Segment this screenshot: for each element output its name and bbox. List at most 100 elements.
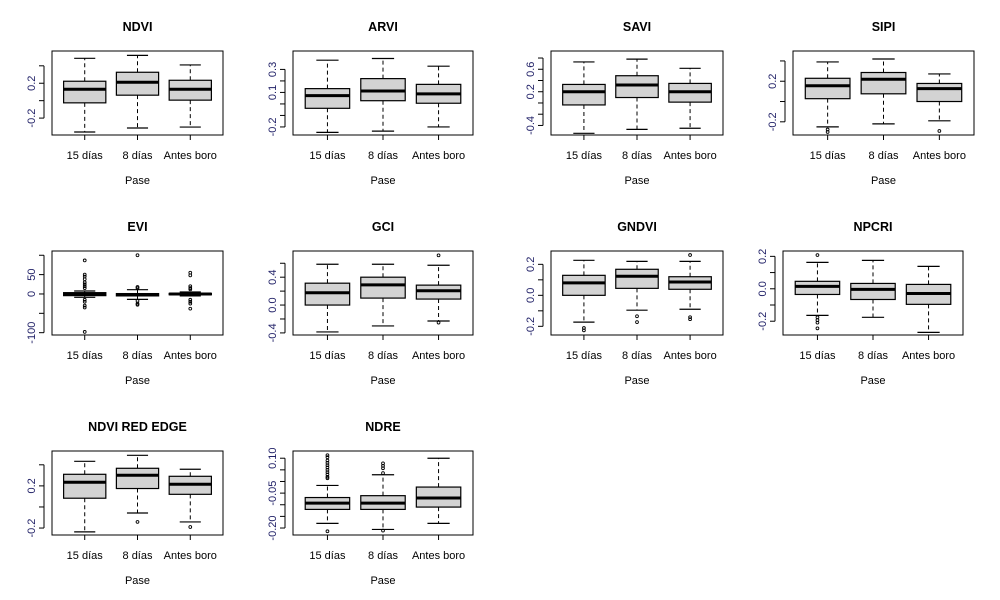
outlier-point: [82, 272, 87, 277]
x-axis-label: Pase: [125, 375, 150, 387]
y-tick-label: 0.0: [757, 281, 769, 296]
y-tick-label: 0.2: [26, 76, 38, 91]
x-tick-label: 8 días: [123, 150, 153, 162]
panel-title: SIPI: [872, 20, 896, 34]
box-3: [415, 457, 462, 524]
plot-frame: [292, 50, 474, 136]
panel-sipi: SIPI 15 días 8 días Antes boro 0.2 -0.2 Pase: [767, 20, 975, 187]
x-tick-label: 8 días: [622, 350, 652, 362]
y-tick-label: -0.20: [267, 515, 279, 540]
outlier-point: [135, 286, 140, 291]
box-3: [415, 65, 462, 128]
outlier-point: [381, 528, 385, 533]
x-tick-label: 15 días: [810, 150, 847, 162]
y-tick-label: 0.4: [267, 270, 279, 285]
outlier-point: [325, 470, 330, 475]
panel-ndre: NDRE 15 días 8 días Antes boro 0.10 -0.05 -0.2…: [267, 420, 474, 587]
plot-frame: [550, 250, 724, 336]
outlier-point: [82, 258, 87, 263]
outlier-point: [188, 297, 193, 302]
outlier-point: [825, 130, 830, 134]
outlier-point: [325, 453, 330, 458]
panel-title: GCI: [372, 220, 394, 234]
outlier-point: [188, 306, 193, 311]
panel-savi: SAVI 15 días 8 días Antes boro 0.6 0.2 -0.4 Pas…: [525, 20, 724, 187]
panel-npcri: NPCRI 15 días 8 días Antes boro 0.2 0.0 -0.2 Pa…: [757, 220, 964, 387]
x-tick-label: 8 días: [869, 150, 899, 162]
outlier-point: [135, 520, 140, 524]
outlier-point: [82, 284, 87, 289]
x-tick-label: 15 días: [67, 550, 104, 562]
y-tick-label: 0: [26, 291, 38, 297]
outlier-point: [688, 315, 692, 320]
box-3: [168, 270, 212, 311]
outlier-point: [135, 302, 140, 307]
y-tick-label: 0.0: [267, 297, 279, 312]
y-tick-label: -0.2: [26, 519, 38, 538]
outlier-point: [82, 330, 87, 334]
y-tick-label: 0.10: [267, 448, 279, 469]
panel-title: ARVI: [368, 20, 398, 34]
box-1: [562, 61, 606, 134]
box-1: [794, 253, 841, 331]
box-iqr: [860, 71, 907, 95]
outlier-point: [82, 303, 87, 308]
x-tick-label: 15 días: [566, 150, 603, 162]
box-1: [304, 453, 351, 534]
box-3: [668, 253, 712, 322]
outlier-point: [381, 464, 385, 468]
outlier-point: [937, 129, 942, 133]
plot-frame: [292, 450, 474, 536]
box-2: [115, 253, 160, 307]
outlier-point: [188, 273, 193, 278]
outlier-point: [188, 301, 193, 306]
y-tick-label: 0.2: [767, 74, 779, 89]
panel-title: SAVI: [623, 20, 651, 34]
box-3: [415, 253, 462, 325]
outlier-point: [325, 455, 330, 460]
box-1: [562, 259, 606, 333]
plot-frame: [51, 450, 224, 536]
outlier-point: [325, 461, 330, 465]
x-tick-label: Antes boro: [412, 350, 465, 362]
x-tick-label: 15 días: [67, 350, 104, 362]
outlier-point: [82, 305, 87, 310]
outlier-point: [688, 253, 692, 257]
x-axis-label: Pase: [860, 375, 885, 387]
outlier-point: [325, 465, 330, 470]
panel-title: NDRE: [365, 420, 400, 434]
box-iqr: [615, 268, 659, 289]
x-tick-label: Antes boro: [663, 150, 716, 162]
x-axis-label: Pase: [624, 175, 649, 187]
x-tick-label: Antes boro: [164, 550, 217, 562]
box-iqr: [562, 274, 606, 296]
panel-title: EVI: [127, 220, 147, 234]
x-tick-label: Antes boro: [412, 550, 465, 562]
box-1: [63, 460, 107, 533]
outlier-point: [381, 466, 385, 471]
box-3: [168, 64, 212, 128]
box-2: [850, 259, 896, 318]
box-2: [360, 461, 406, 533]
outlier-point: [82, 280, 87, 285]
box-iqr: [360, 276, 406, 299]
x-tick-label: 8 días: [368, 550, 398, 562]
box-2: [360, 263, 406, 327]
outlier-point: [815, 320, 820, 325]
panel-ndvi-red-edge: NDVI RED EDGE 15 días 8 días Antes boro 0.2 -…: [26, 420, 224, 587]
outlier-point: [325, 467, 330, 472]
x-tick-label: 15 días: [309, 350, 346, 362]
x-tick-label: 15 días: [566, 350, 603, 362]
panel-title: NPCRI: [854, 220, 893, 234]
box-1: [63, 57, 107, 133]
y-tick-label: 0.6: [525, 62, 537, 77]
y-tick-label: -0.2: [26, 109, 38, 128]
plot-frame: [292, 250, 474, 336]
panel-evi: EVI 15 días 8 días Antes boro 50 0 -100 Pase: [26, 220, 224, 387]
panel-arvi: ARVI 15 días 8 días Antes boro 0.3 0.1 -0.2 Pas…: [267, 20, 474, 187]
outlier-point: [188, 525, 193, 529]
box-2: [360, 57, 406, 132]
x-tick-label: 8 días: [858, 350, 888, 362]
y-tick-label: 0.2: [757, 249, 769, 264]
box-1: [63, 258, 107, 334]
